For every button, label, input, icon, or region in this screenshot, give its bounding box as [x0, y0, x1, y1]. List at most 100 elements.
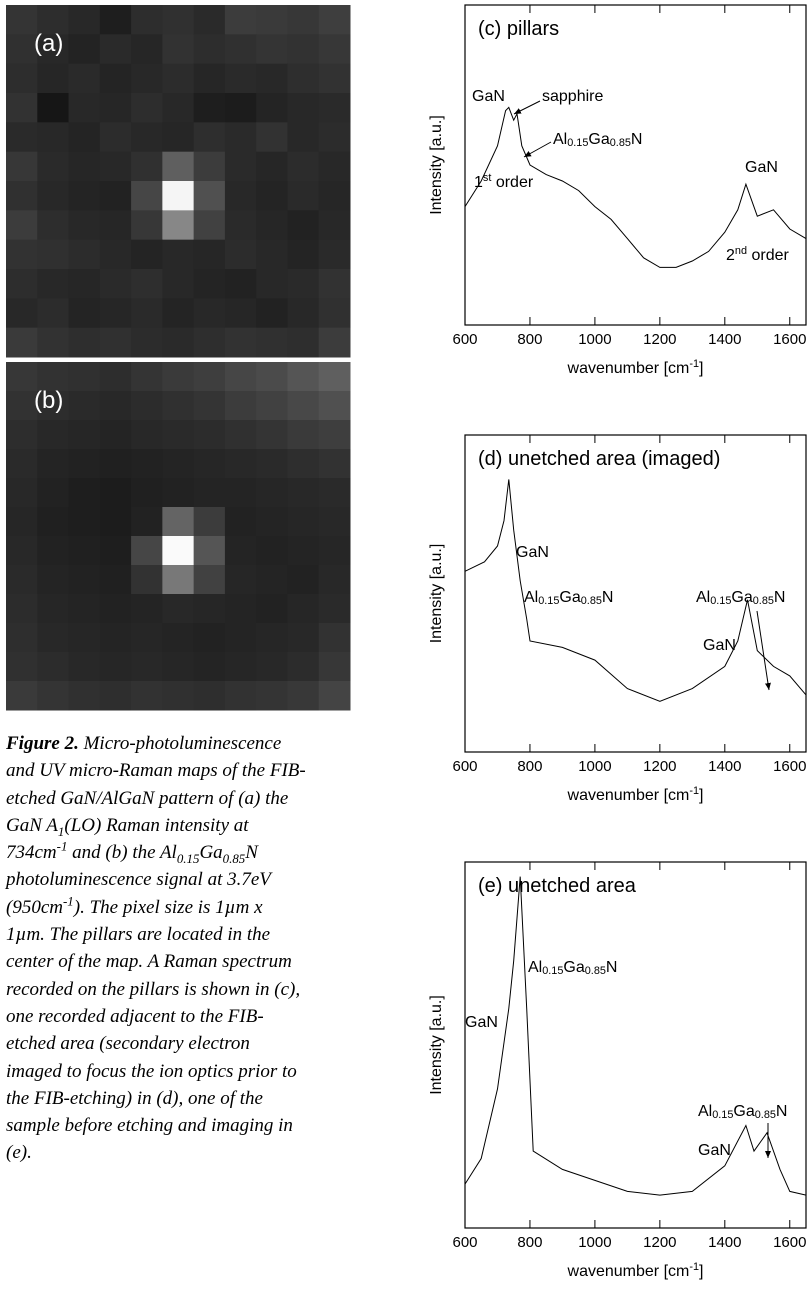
annotation: 2nd order	[726, 245, 789, 264]
map-pixel	[131, 681, 163, 711]
map-pixel	[162, 93, 195, 123]
map-pixel	[99, 181, 132, 211]
map-pixel	[193, 269, 226, 299]
map-pixel	[37, 681, 70, 711]
map-pixel	[68, 298, 101, 329]
plot-frame	[464, 861, 807, 1229]
map-pixel	[224, 565, 257, 595]
map-pixel	[131, 93, 163, 123]
map-pixel	[6, 536, 38, 566]
map-pixel	[287, 63, 320, 94]
map-pixel	[287, 536, 320, 566]
x-tick-label: 1400	[708, 1234, 741, 1251]
map-pixel	[37, 34, 70, 65]
x-tick-label: 1000	[578, 331, 611, 348]
map-pixel	[287, 34, 320, 65]
map-pixel	[6, 449, 38, 479]
map-pixel	[162, 623, 195, 653]
map-pixel	[256, 449, 288, 479]
map-pixel	[37, 63, 70, 94]
map-pixel	[131, 63, 163, 94]
map-pixel	[99, 298, 132, 329]
map-pixel	[162, 122, 195, 153]
map-pixel	[6, 122, 38, 153]
map-pixel	[6, 269, 38, 299]
map-pixel	[287, 327, 320, 358]
map-pixel	[37, 478, 70, 508]
map-pixel	[318, 681, 351, 711]
map-pixel	[224, 327, 257, 358]
caption-text: Micro-photoluminescence and UV micro-Ram…	[6, 733, 306, 1164]
map-pixel	[68, 681, 101, 711]
map-pixel	[68, 122, 101, 153]
map-pixel	[224, 34, 257, 65]
caption: Figure 2. Micro-photoluminescence and UV…	[6, 730, 306, 1167]
map-pixel	[256, 623, 288, 653]
map-pixel	[162, 652, 195, 682]
map-pixel	[131, 536, 163, 566]
map-pixel	[287, 623, 320, 653]
map-pixel	[131, 449, 163, 479]
map-pixel	[6, 362, 38, 392]
map-pixel	[287, 507, 320, 537]
map-pixel	[224, 63, 257, 94]
map-pixel	[287, 565, 320, 595]
map-pixel	[131, 181, 163, 211]
map-pixel	[37, 449, 70, 479]
map-pixel	[162, 239, 195, 270]
map-pixel	[68, 151, 101, 182]
map-pixel	[318, 391, 351, 421]
map-pixel	[68, 210, 101, 241]
map-pixel	[131, 623, 163, 653]
map-pixel	[131, 151, 163, 182]
map-pixel	[318, 536, 351, 566]
map-pixel	[37, 269, 70, 299]
map-pixel	[318, 652, 351, 682]
spectrum-line	[464, 876, 807, 1196]
map-pixel	[287, 420, 320, 450]
caption-label: Figure 2.	[6, 733, 79, 754]
map-pixel	[193, 594, 226, 624]
map-pixel	[99, 536, 132, 566]
map-pixel	[193, 239, 226, 270]
map-pixel	[287, 362, 320, 392]
map-pixel	[162, 269, 195, 299]
map-pixel	[6, 63, 38, 94]
map-pixel	[6, 181, 38, 211]
map-pixel	[99, 122, 132, 153]
map-pixel	[99, 449, 132, 479]
map-pixel	[131, 327, 163, 358]
y-axis-label: Intensity [a.u.]	[428, 115, 445, 215]
map-pixel	[99, 507, 132, 537]
map-pixel	[318, 269, 351, 299]
map-pixel	[224, 391, 257, 421]
map-pixel	[162, 327, 195, 358]
map-pixel	[37, 565, 70, 595]
map-pixel	[131, 269, 163, 299]
map-pixel	[37, 93, 70, 123]
annotation-arrow	[756, 610, 771, 691]
map-pixel	[318, 449, 351, 479]
map-pixel	[99, 594, 132, 624]
x-tick-label: 600	[452, 331, 477, 348]
map-pixel	[224, 151, 257, 182]
map-pixel	[256, 478, 288, 508]
map-pixel	[37, 151, 70, 182]
map-pixel	[287, 449, 320, 479]
map-pixel	[287, 93, 320, 123]
map-pixel	[68, 565, 101, 595]
map-pixel	[37, 298, 70, 329]
map-pixel	[68, 5, 101, 35]
map-pixel	[162, 181, 195, 211]
map-pixel	[6, 420, 38, 450]
map-pixel	[224, 594, 257, 624]
map-pixel	[256, 34, 288, 65]
map-pixel	[6, 652, 38, 682]
map-pixel	[162, 681, 195, 711]
map-pixel	[193, 151, 226, 182]
map-pixel	[193, 623, 226, 653]
map-pixel	[318, 181, 351, 211]
map-pixel	[99, 239, 132, 270]
map-pixel	[256, 362, 288, 392]
